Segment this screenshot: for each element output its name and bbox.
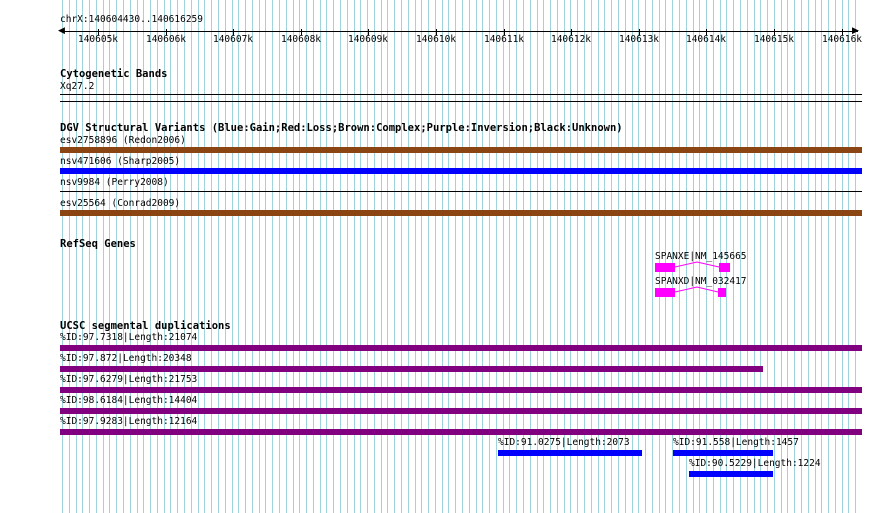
ruler-tick-label: 140609k (347, 34, 389, 45)
dgv-feature-label[interactable]: nsv9984 (Perry2008) (60, 177, 169, 188)
ruler-tick-mark (842, 29, 843, 35)
arrow-left-icon: ◀ (58, 27, 65, 36)
gene-exon[interactable] (655, 288, 675, 297)
segdup-feature-bar[interactable] (60, 366, 763, 372)
ruler-axis (62, 31, 858, 32)
gene-intron (674, 286, 719, 293)
ruler-tick-label: 140616k (821, 34, 863, 45)
cytoband-bar-bottom (60, 101, 862, 102)
segdup-feature-bar[interactable] (60, 429, 862, 435)
dgv-feature-bar[interactable] (60, 147, 862, 153)
arrow-right-icon: ▶ (852, 26, 859, 36)
segdup-feature-bar[interactable] (689, 471, 773, 477)
segdup-feature-label[interactable]: %ID:97.872|Length:20348 (60, 353, 192, 364)
gene-exon[interactable] (718, 288, 726, 297)
cytoband-bar-top (60, 94, 862, 95)
segdup-feature-bar[interactable] (60, 345, 862, 351)
track-title-dgv: DGV Structural Variants (Blue:Gain;Red:L… (60, 122, 623, 134)
dgv-feature-bar[interactable] (60, 191, 862, 192)
segdup-feature-label[interactable]: %ID:91.558|Length:1457 (673, 437, 799, 448)
gene-exon[interactable] (655, 263, 675, 272)
segdup-feature-label[interactable]: %ID:97.6279|Length:21753 (60, 374, 198, 385)
track-title-refseq: RefSeq Genes (60, 238, 136, 250)
dgv-feature-label[interactable]: nsv471606 (Sharp2005) (60, 156, 181, 167)
ruler-tick-mark (571, 29, 572, 35)
region-label: chrX:140604430..140616259 (60, 14, 203, 25)
dgv-feature-label[interactable]: esv25564 (Conrad2009) (60, 198, 181, 209)
segdup-feature-bar[interactable] (498, 450, 642, 456)
segdup-feature-label[interactable]: %ID:97.9283|Length:12164 (60, 416, 198, 427)
segdup-feature-bar[interactable] (60, 408, 862, 414)
segdup-feature-bar[interactable] (60, 387, 862, 393)
segdup-feature-label[interactable]: %ID:90.5229|Length:1224 (689, 458, 821, 469)
dgv-feature-label[interactable]: esv2758896 (Redon2006) (60, 135, 186, 146)
dgv-feature-bar[interactable] (60, 210, 862, 216)
segdup-feature-bar[interactable] (673, 450, 773, 456)
gene-label[interactable]: SPANXE|NM_145665 (655, 251, 747, 262)
ruler-tick-mark (706, 29, 707, 35)
track-title-cytoband: Cytogenetic Bands (60, 68, 168, 80)
dgv-feature-bar[interactable] (60, 168, 862, 174)
segdup-feature-label[interactable]: %ID:91.0275|Length:2073 (498, 437, 630, 448)
ruler-tick-label: 140612k (550, 34, 592, 45)
segdup-feature-label[interactable]: %ID:98.6184|Length:14404 (60, 395, 198, 406)
ruler-tick-mark (436, 29, 437, 35)
ruler-tick-label: 140614k (685, 34, 727, 45)
gene-label[interactable]: SPANXD|NM_032417 (655, 276, 747, 287)
ruler-tick-label: 140607k (212, 34, 254, 45)
ruler-tick-mark (774, 29, 775, 35)
ruler-tick-mark (98, 29, 99, 35)
ruler-tick-label: 140613k (618, 34, 660, 45)
gene-exon[interactable] (719, 263, 730, 272)
ruler-tick-mark (301, 29, 302, 35)
track-title-segdup: UCSC segmental duplications (60, 320, 231, 332)
gene-intron (674, 261, 720, 268)
ruler-tick-mark (233, 29, 234, 35)
ruler-tick-label: 140605k (77, 34, 119, 45)
ruler-tick-label: 140610k (415, 34, 457, 45)
segdup-feature-label[interactable]: %ID:97.7318|Length:21074 (60, 332, 198, 343)
ruler-tick-label: 140615k (753, 34, 795, 45)
ruler-tick-label: 140611k (483, 34, 525, 45)
ruler-tick-mark (368, 29, 369, 35)
ruler-tick-mark (504, 29, 505, 35)
ruler-tick-mark (166, 29, 167, 35)
cytoband-label: Xq27.2 (60, 81, 95, 92)
ruler-tick-label: 140606k (145, 34, 187, 45)
ruler-tick-mark (639, 29, 640, 35)
ruler-tick-label: 140608k (280, 34, 322, 45)
